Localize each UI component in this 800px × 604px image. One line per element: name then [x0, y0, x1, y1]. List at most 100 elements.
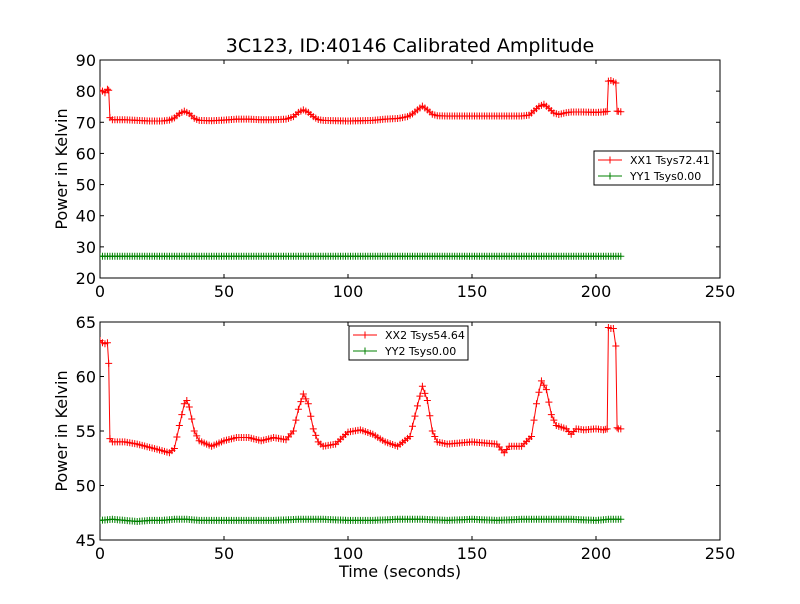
x-tick-label: 50 — [214, 282, 234, 301]
data-point — [617, 515, 625, 523]
x-tick-label: 100 — [333, 282, 364, 301]
data-point — [426, 412, 434, 420]
y-tick-label: 90 — [76, 51, 96, 70]
data-point — [421, 389, 429, 397]
legend-label: YY1 Tsys0.00 — [629, 170, 701, 183]
x-tick-label: 200 — [581, 544, 612, 563]
legend-marker — [361, 347, 369, 355]
data-point — [105, 86, 113, 94]
y-tick-label: 65 — [76, 313, 96, 332]
data-point — [612, 342, 620, 350]
data-point — [617, 108, 625, 116]
data-point — [413, 402, 421, 410]
data-point — [431, 432, 439, 440]
data-point — [612, 79, 620, 87]
legend: XX2 Tsys54.64 YY2 Tsys0.00 — [348, 325, 469, 361]
data-point — [105, 359, 113, 367]
plot-area — [100, 77, 625, 260]
legend-marker — [361, 331, 369, 339]
x-tick-label: 0 — [95, 282, 105, 301]
data-point — [304, 400, 312, 408]
data-point — [309, 425, 317, 433]
axes-frame — [99, 59, 721, 279]
data-point — [545, 398, 553, 406]
data-point — [423, 396, 431, 404]
legend-box — [348, 325, 469, 361]
legend-marker — [606, 172, 614, 180]
y-tick-label: 45 — [76, 531, 96, 550]
data-point — [294, 405, 302, 413]
plot-area — [100, 323, 625, 525]
data-point — [307, 412, 315, 420]
chart-title: 3C123, ID:40146 Calibrated Amplitude — [226, 35, 594, 57]
legend-box — [593, 150, 714, 186]
legend: XX1 Tsys72.41 YY1 Tsys0.00 — [593, 150, 714, 186]
y-tick-label: 55 — [76, 422, 96, 441]
y-tick-label: 60 — [76, 144, 96, 163]
y-tick-label: 20 — [76, 269, 96, 288]
x-tick-label: 100 — [333, 544, 364, 563]
data-point — [542, 386, 550, 394]
y-tick-label: 80 — [76, 82, 96, 101]
x-tick-label: 250 — [705, 282, 736, 301]
data-point — [537, 377, 545, 385]
data-point — [428, 427, 436, 435]
data-point — [185, 403, 193, 411]
data-point — [292, 416, 300, 424]
data-point — [173, 433, 181, 441]
x-tick-label: 150 — [457, 544, 488, 563]
y-tick-label: 40 — [76, 207, 96, 226]
series-line-1 — [100, 80, 621, 122]
data-point — [408, 422, 416, 430]
data-point — [528, 432, 536, 440]
y-tick-label: 70 — [76, 113, 96, 132]
data-point — [603, 425, 611, 433]
data-point — [297, 398, 305, 406]
data-point — [103, 85, 111, 93]
data-point — [302, 395, 310, 403]
data-point — [603, 107, 611, 115]
data-point — [411, 412, 419, 420]
data-point — [418, 382, 426, 390]
data-point — [188, 415, 196, 423]
data-point — [175, 422, 183, 430]
legend-marker — [606, 156, 614, 164]
data-point — [183, 396, 191, 404]
x-tick-label: 250 — [705, 544, 736, 563]
data-point — [550, 416, 558, 424]
x-axis-label: Time (seconds) — [338, 562, 461, 581]
data-point — [299, 390, 307, 398]
legend-label: XX1 Tsys72.41 — [630, 154, 710, 167]
data-point — [535, 388, 543, 396]
data-point — [613, 424, 621, 432]
y-tick-label: 30 — [76, 238, 96, 257]
data-point — [170, 444, 178, 452]
y-axis-label: Power in Kelvin — [52, 370, 71, 491]
data-point — [547, 411, 555, 419]
legend-label: YY2 Tsys0.00 — [384, 345, 456, 358]
data-point — [617, 252, 625, 260]
data-point — [190, 427, 198, 435]
data-point — [601, 425, 609, 433]
y-tick-label: 50 — [76, 176, 96, 195]
data-point — [416, 392, 424, 400]
legend-label: XX2 Tsys54.64 — [385, 329, 465, 342]
x-tick-label: 150 — [457, 282, 488, 301]
data-point — [617, 425, 625, 433]
panel-1: 0 50 100 150 200 250 20 30 40 50 60 70 80 90 Power in … — [52, 51, 735, 301]
data-point — [312, 431, 320, 439]
y-tick-label: 60 — [76, 368, 96, 387]
data-point — [193, 432, 201, 440]
x-tick-label: 200 — [581, 282, 612, 301]
x-tick-label: 0 — [95, 544, 105, 563]
data-point — [540, 381, 548, 389]
x-tick-label: 50 — [214, 544, 234, 563]
data-point — [289, 427, 297, 435]
y-axis-label: Power in Kelvin — [52, 108, 71, 229]
data-point — [103, 339, 111, 347]
data-point — [178, 411, 186, 419]
data-point — [406, 432, 414, 440]
data-point — [609, 325, 617, 333]
